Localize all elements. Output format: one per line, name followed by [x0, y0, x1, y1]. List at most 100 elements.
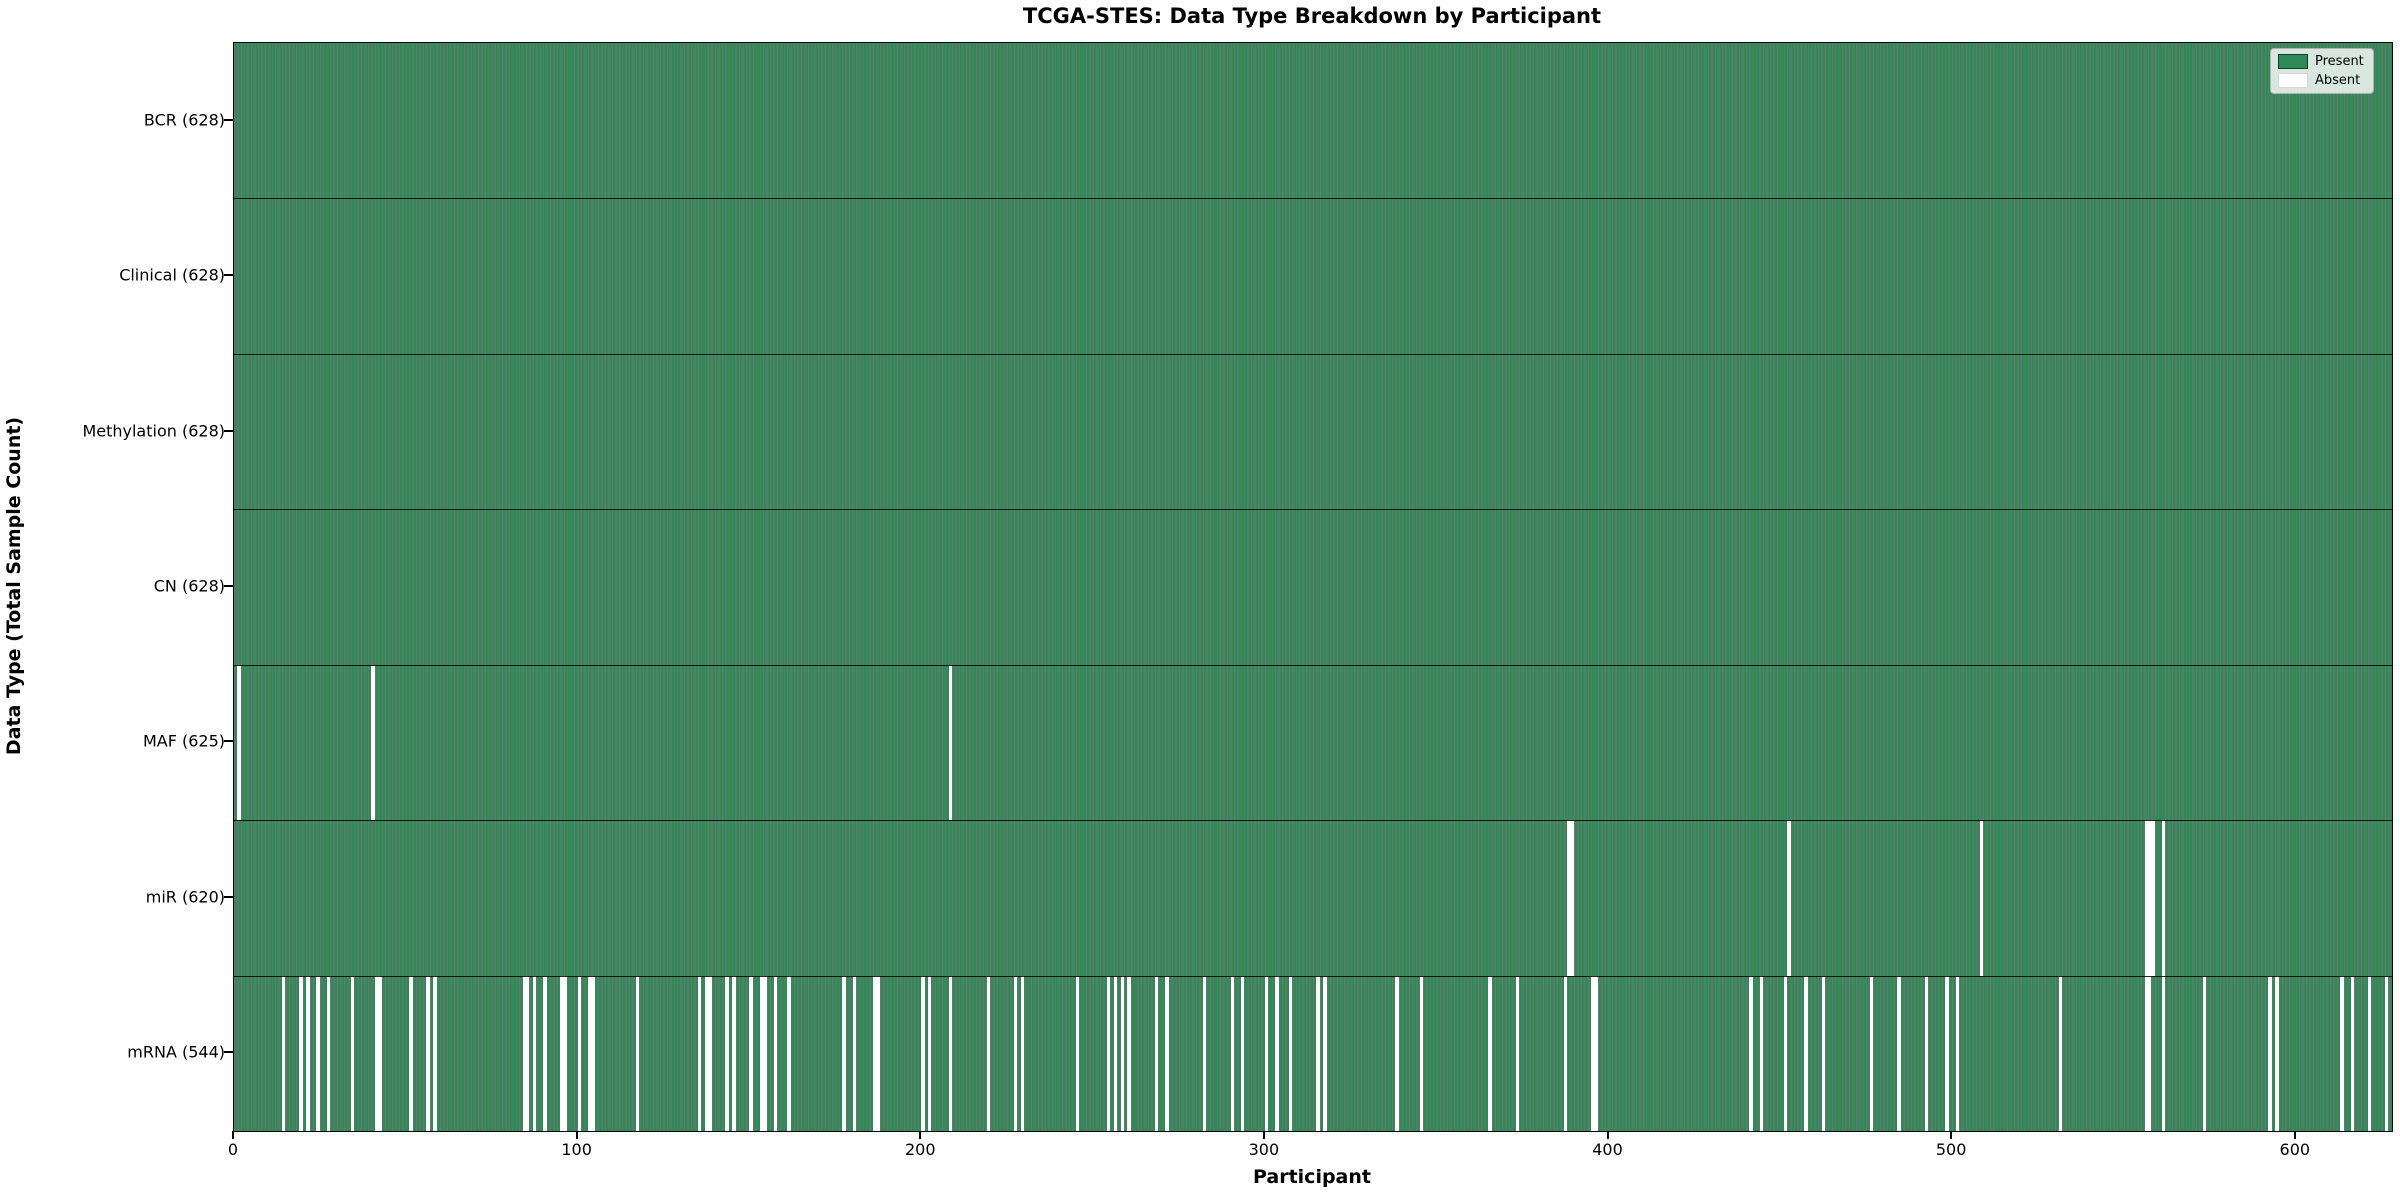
x-tick-mark: [2293, 1131, 2296, 1139]
legend-entry-present: Present: [2278, 54, 2365, 69]
absent-gap: [1127, 975, 1131, 1131]
absent-gap: [1749, 975, 1753, 1131]
absent-gap: [1979, 820, 1983, 976]
absent-gap: [2350, 975, 2355, 1131]
absent-gap: [1563, 975, 1568, 1131]
y-tick-mark: [224, 740, 233, 743]
absent-gap: [409, 975, 413, 1131]
absent-gap: [316, 975, 320, 1131]
absent-gap: [759, 975, 764, 1131]
absent-gap: [928, 975, 932, 1131]
absent-gap: [587, 975, 592, 1131]
x-tick-label: 0: [227, 1140, 239, 1159]
absent-gap: [371, 664, 375, 821]
absent-gap: [2203, 975, 2207, 1131]
y-tick-label: Methylation (628): [82, 421, 225, 441]
x-tick-label: 500: [1935, 1140, 1967, 1159]
absent-gap: [1804, 975, 1808, 1131]
row-divider: [234, 198, 2392, 200]
absent-gap: [306, 975, 310, 1131]
absent-gap: [1106, 975, 1111, 1131]
x-tick-label: 600: [2279, 1140, 2311, 1159]
absent-gap: [1924, 975, 1929, 1131]
absent-gap: [1120, 975, 1124, 1131]
absent-gap: [1759, 975, 1764, 1131]
legend-label: Present: [2315, 54, 2364, 69]
x-tick-mark: [232, 1131, 234, 1139]
absent-gap: [873, 975, 877, 1131]
row-divider: [234, 820, 2392, 822]
x-tick-mark: [919, 1131, 922, 1139]
absent-gap: [591, 975, 595, 1131]
legend-label: Absent: [2315, 73, 2361, 88]
absent-gap: [708, 975, 712, 1131]
absent-gap: [2144, 975, 2148, 1131]
row-CN: [234, 509, 2392, 665]
absent-gap: [532, 975, 537, 1131]
x-tick-mark: [1950, 1131, 1953, 1139]
row-Clinical: [234, 198, 2392, 354]
row-divider: [234, 664, 2392, 666]
y-tick-label: CN (628): [153, 576, 225, 596]
absent-gap: [697, 975, 702, 1131]
absent-gap: [1288, 975, 1293, 1131]
absent-gap: [1869, 975, 1874, 1131]
row-divider: [234, 353, 2392, 355]
absent-gap: [1395, 975, 1399, 1131]
absent-gap: [842, 975, 846, 1131]
y-tick-mark: [224, 118, 233, 121]
absent-gap: [763, 975, 767, 1131]
absent-gap: [2268, 975, 2272, 1131]
x-tick-label: 100: [561, 1140, 592, 1159]
absent-gap: [1264, 975, 1269, 1131]
absent-gap: [526, 975, 530, 1131]
absent-gap: [1897, 975, 1901, 1131]
present-swatch-icon: [2278, 54, 2308, 69]
row-Methylation: [234, 353, 2392, 510]
absent-gap: [1955, 975, 1959, 1131]
absent-gap: [1020, 975, 1025, 1131]
absent-gap: [2385, 975, 2389, 1131]
absent-gap: [350, 975, 355, 1131]
absent-gap: [1230, 975, 1234, 1131]
absent-gap: [1165, 975, 1169, 1131]
absent-gap: [921, 975, 925, 1131]
y-tick-mark: [224, 1051, 233, 1054]
absent-gap: [773, 975, 777, 1131]
absent-gap: [2340, 975, 2344, 1131]
y-tick-label: miR (620): [145, 887, 225, 907]
absent-gap: [2058, 975, 2063, 1131]
row-MAF: [234, 664, 2392, 821]
x-tick-mark: [1262, 1131, 1265, 1139]
row-BCR: [234, 43, 2392, 199]
x-tick-mark: [1606, 1131, 1609, 1139]
row-divider: [234, 509, 2392, 511]
absent-gap: [560, 975, 564, 1131]
absent-gap: [876, 975, 880, 1131]
absent-gap: [326, 975, 331, 1131]
x-tick-mark: [575, 1131, 578, 1139]
absent-gap: [1488, 975, 1492, 1131]
absent-gap: [237, 664, 241, 821]
y-tick-mark: [224, 429, 233, 432]
absent-gap: [2151, 820, 2155, 976]
chart-title: TCGA-STES: Data Type Breakdown by Partic…: [1022, 4, 1602, 28]
absent-gap: [1570, 820, 1575, 976]
absent-gap: [787, 975, 791, 1131]
absent-gap: [725, 975, 729, 1131]
absent-gap: [2161, 820, 2166, 976]
absent-gap: [1154, 975, 1159, 1131]
absent-gap: [1515, 975, 1520, 1131]
absent-gap: [543, 975, 547, 1131]
absent-gap: [282, 975, 286, 1131]
plot-area: [233, 42, 2393, 1132]
absent-gap: [2144, 820, 2148, 976]
legend: Present Absent: [2270, 48, 2374, 94]
y-tick-label: BCR (628): [143, 110, 225, 130]
legend-entry-absent: Absent: [2278, 73, 2365, 88]
absent-gap: [522, 975, 526, 1131]
absent-gap: [1821, 975, 1825, 1131]
absent-gap: [986, 975, 990, 1131]
x-tick-label: 400: [1592, 1140, 1623, 1159]
